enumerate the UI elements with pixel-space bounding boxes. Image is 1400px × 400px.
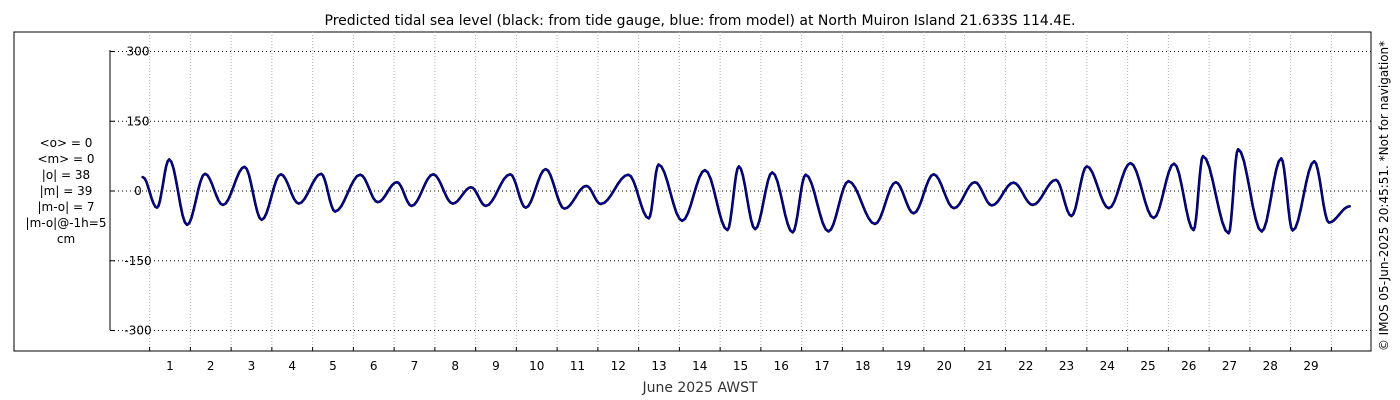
x-tick-label: 21	[977, 359, 992, 373]
x-tick-label: 17	[814, 359, 829, 373]
x-tick-label: 28	[1263, 359, 1278, 373]
x-axis-label: June 2025 AWST	[641, 380, 758, 396]
copyright-note: © IMOS 05-Jun-2025 20:45:51. *Not for na…	[1377, 41, 1391, 351]
x-tick-label: 22	[1018, 359, 1033, 373]
y-tick-label: -150	[124, 254, 151, 268]
x-tick-label: 23	[1059, 359, 1074, 373]
stat-abs-diff: |m-o| = 7	[38, 200, 95, 214]
x-tick-label: 29	[1303, 359, 1318, 373]
x-tick-label: 25	[1140, 359, 1155, 373]
x-tick-label: 14	[692, 359, 707, 373]
x-tick-label: 2	[207, 359, 215, 373]
x-tick-label: 16	[774, 359, 789, 373]
x-tick-label: 9	[492, 359, 500, 373]
x-tick-label: 19	[896, 359, 911, 373]
y-tick-label: 300	[127, 45, 150, 59]
chart-title: Predicted tidal sea level (black: from t…	[325, 13, 1076, 29]
x-tick-label: 4	[288, 359, 296, 373]
x-tick-label: 7	[411, 359, 419, 373]
series-layer	[141, 147, 1351, 235]
stat-units: cm	[57, 232, 75, 246]
y-tick-label: 150	[127, 114, 150, 128]
y-tick-label: 0	[134, 184, 142, 198]
x-tick-label: 15	[733, 359, 748, 373]
x-tick-label: 3	[248, 359, 256, 373]
x-tick-label: 12	[611, 359, 626, 373]
x-tick-label: 13	[651, 359, 666, 373]
x-tick-label: 26	[1181, 359, 1196, 373]
stat-mean-model: <m> = 0	[37, 152, 94, 166]
x-tick-label: 18	[855, 359, 870, 373]
x-axis-ticks: 1 2 3 4 5 6 7 8 9 10 11 12 13 14 15 16 17 18 19 20 21 22 23 24 2…	[149, 347, 1332, 373]
x-tick-label: 20	[937, 359, 952, 373]
x-tick-label: 6	[370, 359, 378, 373]
series-model-line	[142, 148, 1351, 234]
stat-abs-diff-lag: |m-o|@-1h=5	[26, 216, 107, 230]
y-tick-label: -300	[124, 324, 151, 338]
stat-mean-observed: <o> = 0	[40, 136, 93, 150]
x-tick-label: 24	[1100, 359, 1115, 373]
stat-abs-observed: |o| = 38	[42, 168, 90, 182]
x-tick-label: 5	[329, 359, 337, 373]
y-axis-ticks: 300 150 0 -150 -300	[110, 45, 152, 338]
x-tick-label: 27	[1222, 359, 1237, 373]
plot-area-frame	[13, 31, 1372, 352]
x-tick-label: 10	[529, 359, 544, 373]
x-tick-label: 8	[451, 359, 459, 373]
stat-abs-model: |m| = 39	[40, 184, 93, 198]
x-tick-label: 11	[570, 359, 585, 373]
x-tick-label: 1	[166, 359, 174, 373]
